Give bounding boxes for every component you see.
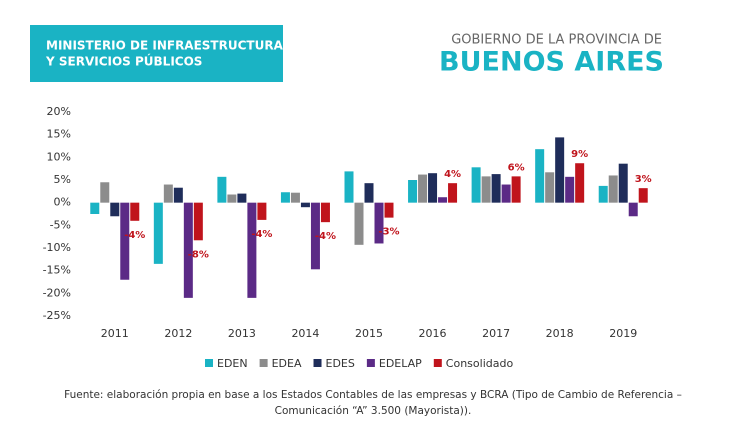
header-box	[30, 25, 283, 82]
bar	[217, 176, 227, 203]
y-tick-label: -20%	[43, 286, 71, 299]
bar	[364, 183, 374, 203]
bar	[237, 193, 247, 203]
legend-swatch	[205, 359, 213, 367]
footer-line: Comunicación “A” 3.500 (Mayorista)).	[275, 405, 472, 417]
bar	[354, 202, 364, 245]
bar	[100, 182, 110, 203]
y-tick-label: 20%	[47, 105, 71, 118]
bar	[555, 137, 565, 203]
bar	[227, 194, 237, 203]
bar	[471, 167, 481, 203]
legend-label: Consolidado	[446, 357, 514, 370]
bar	[130, 202, 140, 221]
bar	[90, 202, 100, 214]
bar	[280, 192, 290, 203]
bar	[384, 202, 394, 218]
value-label: -4%	[315, 231, 336, 242]
bar	[320, 202, 330, 223]
bar	[598, 185, 608, 203]
ministry-line: Y SERVICIOS PÚBLICOS	[45, 54, 202, 69]
bar	[183, 202, 193, 298]
y-tick-label: -10%	[43, 241, 71, 254]
legend-swatch	[259, 359, 268, 367]
bar	[290, 192, 300, 203]
value-label: -4%	[251, 229, 272, 240]
legend-label: EDELAP	[379, 357, 422, 370]
bar	[511, 176, 521, 203]
bar	[193, 202, 203, 241]
legend-swatch	[313, 359, 322, 367]
bar	[575, 163, 585, 203]
legend-label: EDEA	[272, 357, 302, 370]
legend-swatch	[366, 359, 375, 367]
x-tick-label: 2014	[291, 327, 319, 340]
bar	[408, 180, 418, 203]
bar	[535, 149, 545, 203]
x-tick-label: 2013	[228, 327, 256, 340]
x-tick-label: 2011	[101, 327, 129, 340]
bar	[310, 202, 320, 270]
bar	[481, 176, 491, 203]
value-label: -4%	[124, 230, 145, 241]
x-tick-label: 2016	[419, 327, 447, 340]
bar	[438, 197, 448, 203]
value-label: -8%	[188, 249, 209, 260]
y-tick-label: -15%	[43, 264, 71, 277]
bar	[608, 175, 618, 203]
y-tick-label: -25%	[43, 309, 71, 322]
y-tick-label: -5%	[50, 218, 71, 231]
x-tick-label: 2018	[546, 327, 574, 340]
x-tick-label: 2015	[355, 327, 383, 340]
bar	[565, 176, 575, 203]
legend-label: EDEN	[217, 357, 248, 370]
bar	[501, 184, 511, 203]
x-tick-label: 2017	[482, 327, 510, 340]
bar	[247, 202, 257, 298]
bar	[153, 202, 163, 264]
bar	[163, 184, 173, 203]
bar	[173, 187, 183, 203]
bar	[491, 174, 501, 203]
footer-line: Fuente: elaboración propia en base a los…	[64, 389, 682, 401]
bar	[618, 163, 628, 203]
bar	[344, 171, 354, 203]
bar	[638, 188, 648, 203]
bar	[418, 174, 428, 203]
government: GOBIERNO DE LA PROVINCIA DE	[451, 33, 662, 48]
bar	[628, 202, 638, 217]
bar	[110, 202, 120, 217]
bar	[120, 202, 130, 280]
legend-swatch	[433, 359, 442, 367]
legend-label: EDES	[326, 357, 355, 370]
value-label: 9%	[571, 149, 588, 160]
bar	[300, 202, 310, 208]
y-tick-label: 10%	[47, 150, 71, 163]
x-tick-label: 2012	[164, 327, 192, 340]
ministry-line: MINISTERIO DE INFRAESTRUCTURA	[46, 39, 284, 53]
x-tick-label: 2019	[609, 327, 637, 340]
y-tick-label: 0%	[54, 196, 71, 209]
value-label: -3%	[378, 227, 399, 238]
value-label: 6%	[508, 162, 525, 173]
bar	[428, 173, 438, 203]
y-tick-label: 5%	[54, 173, 71, 186]
value-label: 4%	[444, 169, 461, 180]
bar	[448, 183, 458, 203]
province: BUENOS AIRES	[439, 47, 664, 78]
bar	[257, 202, 267, 220]
value-label: 3%	[635, 174, 652, 185]
bar	[545, 172, 555, 203]
y-tick-label: 15%	[47, 128, 71, 141]
bar	[374, 202, 384, 244]
